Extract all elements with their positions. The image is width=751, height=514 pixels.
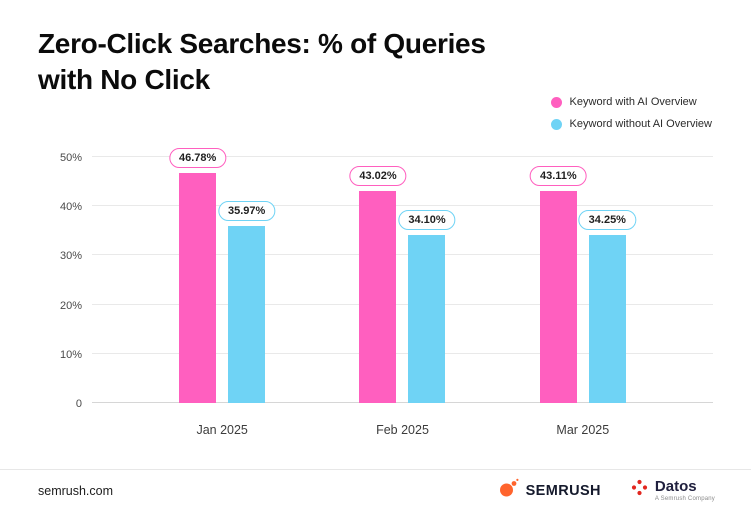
bar-slot: 34.25% [578,157,636,403]
y-axis-label: 20% [59,299,82,312]
datos-wordmark: Datos [654,478,697,496]
bar-keyword-with-ai-overview [359,191,397,403]
value-label: 43.11% [529,165,587,186]
x-axis-label: Jan 2025 [196,423,248,437]
y-axis-label: 0 [75,398,82,410]
semrush-wordmark: SEMRUSH [525,482,601,499]
page-title: Zero-Click Searches: % of Queries with N… [38,26,486,98]
value-label: 43.02% [349,166,407,187]
gridline [92,402,713,403]
legend-item-without-ai-overview: Keyword without AI Overview [550,118,712,130]
bar-keyword-without-ai-overview [408,235,446,403]
footer-divider [0,469,751,470]
x-axis-label: Feb 2025 [376,423,429,437]
semrush-logo: SEMRUSH [499,478,601,503]
datos-text: Datos A Semrush Company [655,478,715,502]
value-label: 34.25% [578,209,636,230]
bar-slot: 46.78% [169,147,227,403]
pink-dot-icon [550,96,562,108]
page-title-line-1: Zero-Click Searches: % of Queries [38,28,486,59]
legend-label: Keyword with AI Overview [569,96,697,108]
datos-logo: Datos A Semrush Company [631,478,715,502]
y-axis-label: 50% [59,152,82,164]
gridline [92,254,713,256]
semrush-flame-icon [499,478,519,503]
blue-dot-icon [550,118,562,130]
bar-groups: 46.78% 35.97% Jan 2025 43.02% 34.10% Feb 2025… [92,147,713,437]
bar-keyword-with-ai-overview [539,190,577,403]
value-label: 34.10% [398,210,456,231]
bar-keyword-without-ai-overview [588,234,626,403]
bar-slot: 35.97% [218,157,276,403]
bar-group: 43.11% 34.25% Mar 2025 [529,157,636,437]
source-site-label: semrush.com [38,484,114,498]
plot-area: 46.78% 35.97% Jan 2025 43.02% 34.10% Feb 2025… [60,147,713,437]
legend-item-with-ai-overview: Keyword with AI Overview [550,96,712,108]
x-axis-label: Mar 2025 [556,423,610,437]
value-label: 35.97% [218,201,276,222]
bar-group: 46.78% 35.97% Jan 2025 [169,147,276,437]
y-axis-label: 30% [59,250,82,263]
bar-group: 43.02% 34.10% Feb 2025 [349,157,456,437]
bar-slot: 43.11% [529,157,587,403]
footer-logos: SEMRUSH Datos A Semrush Company [499,478,715,503]
datos-tagline: A Semrush Company [654,495,715,502]
value-label: 46.78% [169,147,227,168]
y-axis-label: 40% [59,201,82,214]
gridline [92,303,713,305]
legend-label: Keyword without AI Overview [569,118,712,130]
bar-keyword-with-ai-overview [179,172,217,403]
datos-dots-icon [631,479,648,501]
legend: Keyword with AI Overview Keyword without… [550,96,712,130]
gridline [92,205,713,207]
bar-slot: 34.10% [398,157,456,403]
bar-keyword-without-ai-overview [228,226,266,403]
gridline [92,352,713,354]
page-title-line-2: with No Click [38,63,210,95]
y-axis-label: 10% [59,348,82,361]
gridline [92,156,713,157]
bar-slot: 43.02% [349,157,407,403]
